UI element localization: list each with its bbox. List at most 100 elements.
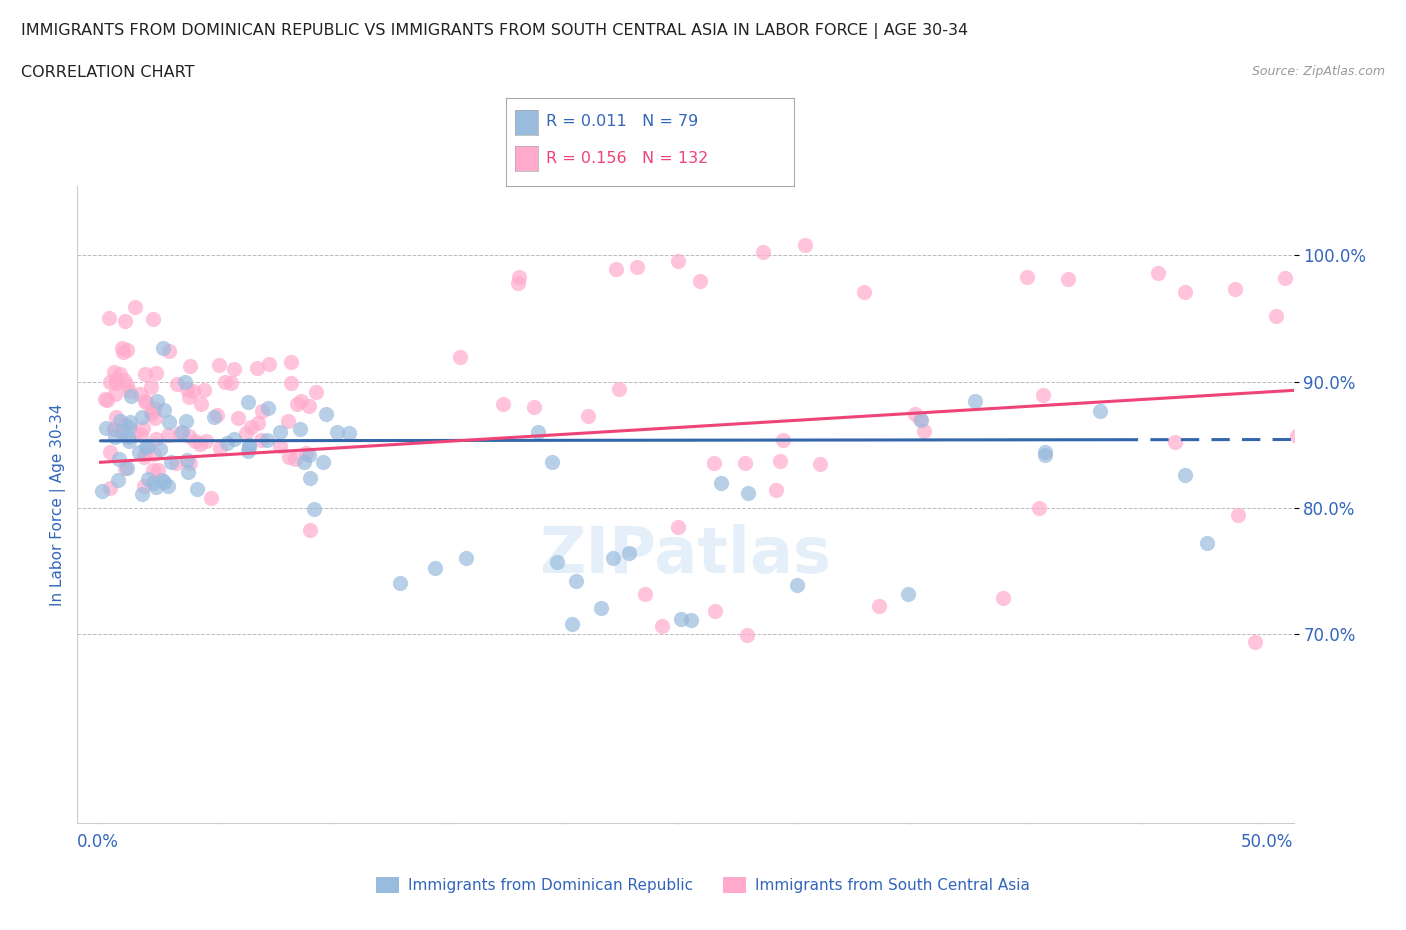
Point	[912, 423, 935, 438]
Point	[602, 551, 624, 565]
Point	[238, 395, 260, 410]
Point	[302, 501, 325, 516]
Y-axis label: In Labor Force | Age 30-34: In Labor Force | Age 30-34	[51, 404, 66, 605]
Point	[134, 393, 156, 408]
Point	[295, 445, 318, 460]
Point	[246, 360, 269, 375]
Point	[142, 447, 165, 462]
Point	[208, 357, 231, 372]
Point	[142, 312, 165, 326]
Point	[311, 455, 333, 470]
Point	[177, 464, 200, 479]
Point	[269, 439, 291, 454]
Point	[145, 365, 167, 380]
Point	[280, 354, 302, 369]
Point	[290, 422, 312, 437]
Point	[94, 392, 117, 406]
Point	[156, 427, 179, 442]
Point	[1057, 272, 1080, 286]
Point	[179, 359, 201, 374]
Point	[546, 554, 568, 569]
Point	[103, 422, 125, 437]
Point	[1028, 500, 1050, 515]
Point	[169, 425, 191, 440]
Point	[135, 394, 157, 409]
Point	[219, 376, 242, 391]
Point	[177, 429, 200, 444]
Point	[132, 479, 155, 494]
Point	[131, 409, 153, 424]
Point	[605, 261, 627, 276]
Point	[250, 432, 273, 447]
Point	[299, 523, 322, 538]
Point	[591, 601, 613, 616]
Point	[564, 573, 586, 588]
Point	[159, 455, 181, 470]
Point	[226, 410, 249, 425]
Point	[1285, 429, 1308, 444]
Point	[772, 432, 794, 447]
Point	[117, 433, 139, 448]
Point	[769, 453, 792, 468]
Point	[174, 413, 197, 428]
Point	[152, 402, 174, 417]
Point	[910, 412, 932, 427]
Point	[146, 393, 169, 408]
Point	[193, 383, 215, 398]
Point	[506, 275, 529, 290]
Point	[904, 406, 927, 421]
Point	[786, 578, 808, 592]
Point	[202, 410, 225, 425]
Point	[114, 460, 136, 475]
Point	[765, 483, 787, 498]
Point	[108, 452, 131, 467]
Point	[118, 415, 141, 430]
Text: ZIPatlas: ZIPatlas	[540, 525, 831, 587]
Point	[176, 453, 198, 468]
Point	[235, 426, 257, 441]
Point	[326, 424, 349, 439]
Point	[456, 551, 478, 565]
Point	[150, 472, 173, 487]
Point	[239, 419, 262, 434]
Point	[315, 407, 337, 422]
Point	[737, 485, 759, 500]
Point	[526, 425, 548, 440]
Point	[1174, 285, 1197, 299]
Text: Source: ZipAtlas.com: Source: ZipAtlas.com	[1251, 65, 1385, 78]
Point	[1227, 508, 1250, 523]
Point	[98, 311, 121, 325]
Point	[159, 415, 181, 430]
Point	[808, 457, 831, 472]
Point	[141, 405, 163, 419]
Point	[257, 401, 280, 416]
Point	[908, 411, 931, 426]
Point	[388, 576, 411, 591]
Point	[238, 440, 260, 455]
Text: R = 0.156   N = 132: R = 0.156 N = 132	[546, 151, 707, 166]
Text: CORRELATION CHART: CORRELATION CHART	[21, 65, 194, 80]
Point	[149, 441, 172, 456]
Point	[134, 366, 156, 381]
Point	[259, 356, 281, 371]
Point	[111, 425, 134, 440]
Point	[139, 379, 162, 394]
Point	[1147, 265, 1170, 280]
Point	[117, 430, 139, 445]
Point	[793, 238, 815, 253]
Point	[1033, 445, 1056, 459]
Point	[669, 612, 692, 627]
Point	[134, 449, 156, 464]
Point	[1031, 388, 1053, 403]
Point	[124, 425, 146, 440]
Point	[110, 366, 132, 381]
Point	[131, 486, 153, 501]
Point	[209, 441, 232, 456]
Point	[98, 375, 121, 390]
Point	[1015, 270, 1038, 285]
Point	[117, 460, 139, 475]
Point	[292, 455, 315, 470]
Point	[617, 546, 640, 561]
Point	[176, 381, 198, 396]
Point	[1195, 536, 1218, 551]
